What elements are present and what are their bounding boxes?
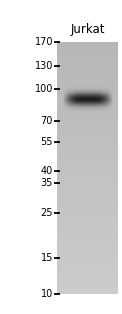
Text: 35: 35 — [41, 178, 53, 187]
Text: 25: 25 — [41, 208, 53, 218]
Text: Jurkat: Jurkat — [70, 24, 105, 36]
Text: 130: 130 — [35, 61, 53, 71]
Text: 170: 170 — [35, 37, 53, 47]
Text: 10: 10 — [41, 289, 53, 299]
Text: 70: 70 — [41, 116, 53, 126]
Text: 55: 55 — [41, 137, 53, 147]
Text: 100: 100 — [35, 84, 53, 94]
Text: 15: 15 — [41, 253, 53, 263]
Text: 40: 40 — [41, 166, 53, 176]
